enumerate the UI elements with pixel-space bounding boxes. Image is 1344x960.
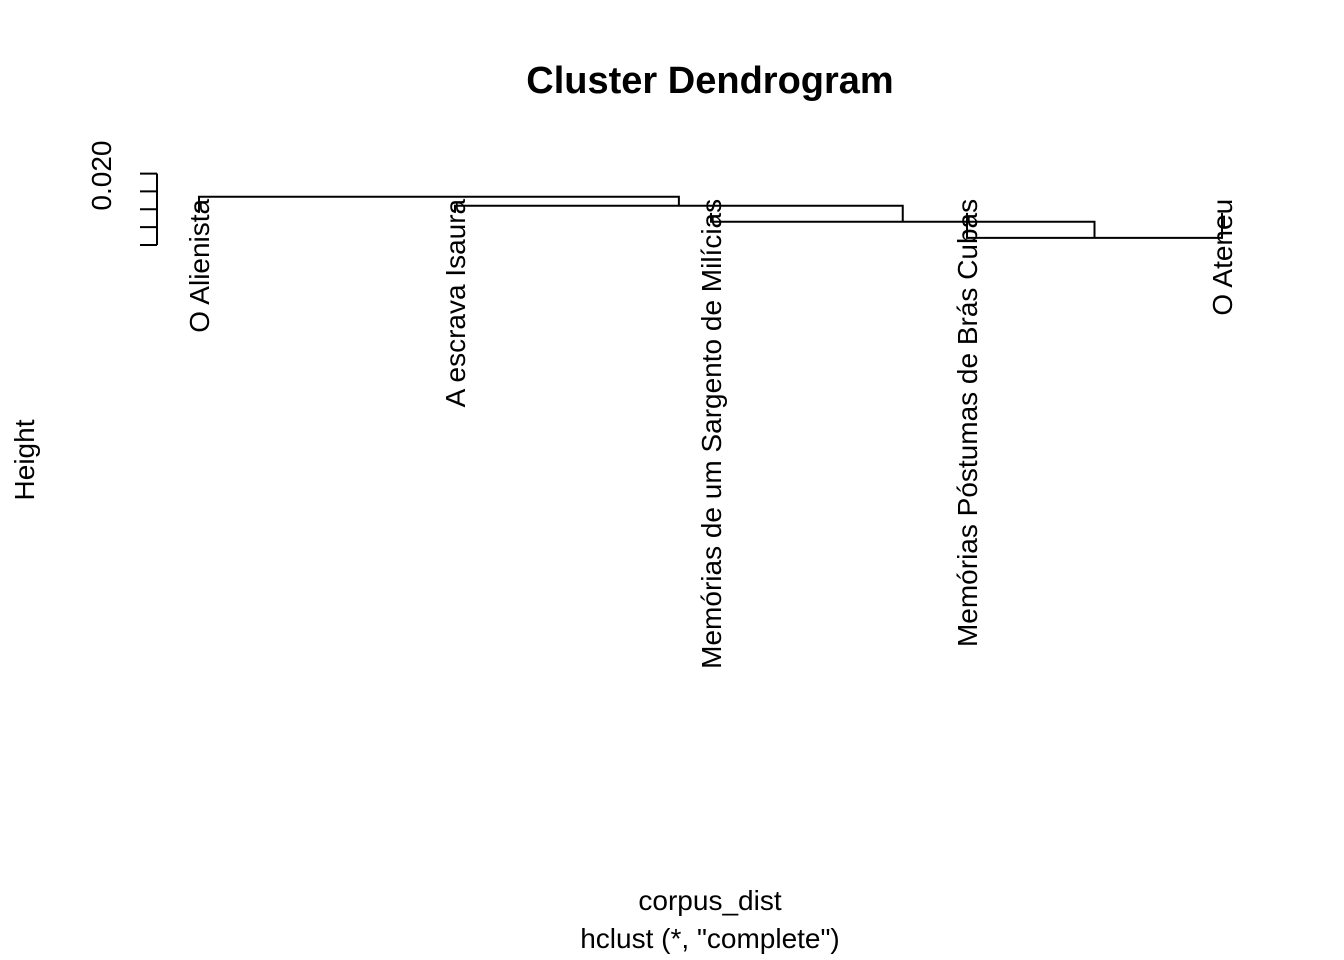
method-subtitle: hclust (*, "complete") xyxy=(580,923,840,954)
y-axis: 0.020 xyxy=(86,141,158,246)
merge-link xyxy=(710,212,1096,238)
leaf-labels: O Alienista A escrava Isaura Memórias de u… xyxy=(184,198,1238,668)
y-tick-label: 0.020 xyxy=(86,141,117,211)
merge-link xyxy=(198,195,680,213)
leaf-label: Memórias Póstumas de Brás Cubas xyxy=(952,199,983,647)
leaf-label: A escrava Isaura xyxy=(440,198,471,407)
x-axis-label: corpus_dist xyxy=(638,885,781,916)
leaf-label: O Alienista xyxy=(184,198,215,332)
leaf-label: Memórias de um Sargento de Milícias xyxy=(696,199,727,669)
merge-link xyxy=(454,204,904,222)
y-axis-label: Height xyxy=(9,419,40,500)
dendrogram-links xyxy=(198,195,1223,239)
chart-title: Cluster Dendrogram xyxy=(526,60,893,102)
leaf-label: O Ateneu xyxy=(1207,199,1238,316)
